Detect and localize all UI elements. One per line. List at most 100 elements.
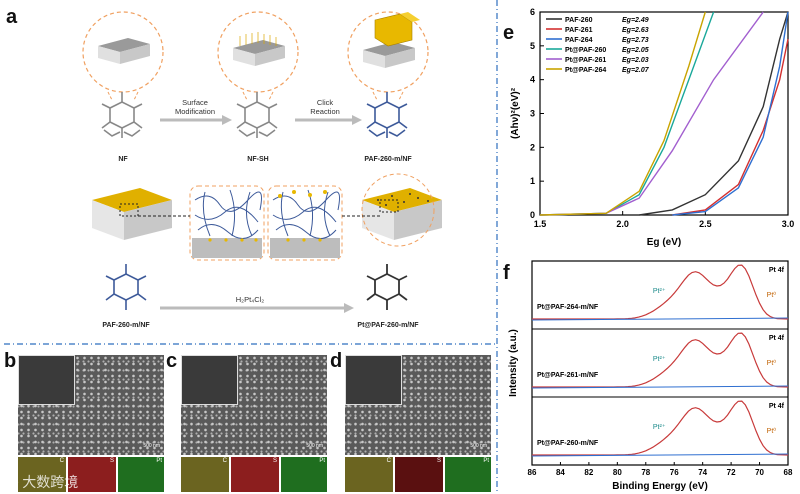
x-tick-label: 82 bbox=[584, 468, 593, 477]
x-tick-label: 72 bbox=[727, 468, 736, 477]
xps-fit-curve bbox=[532, 264, 789, 320]
xps-baseline bbox=[531, 385, 789, 389]
x-axis-label: Eg (eV) bbox=[647, 237, 681, 248]
arrow-surface-modification bbox=[160, 115, 232, 125]
panel-letter-d: d bbox=[330, 350, 343, 372]
x-tick-label: 68 bbox=[784, 468, 793, 477]
scale-bar-c: 500 nm bbox=[306, 443, 323, 449]
series-line-paf-261 bbox=[672, 38, 789, 216]
x-axis-label: Binding Energy (eV) bbox=[612, 481, 708, 492]
eds-map-d-pt: Pt bbox=[445, 457, 491, 492]
chart-xps: Pt 4f Pt@PAF-264-m/NF Pt²⁺ Pt⁰ Pt 4f Pt@PAF-2… bbox=[508, 260, 793, 492]
x-tick-label: 2.5 bbox=[699, 219, 712, 229]
arrow-click-reaction bbox=[295, 115, 362, 125]
series-line-paf-260 bbox=[639, 11, 789, 216]
y-tick-label: 4 bbox=[530, 75, 535, 85]
x-tick-label: 70 bbox=[755, 468, 764, 477]
sem-image-c: 500 nm bbox=[181, 355, 327, 455]
eds-map-c-s: S bbox=[231, 457, 279, 492]
label-nf: NF bbox=[118, 156, 128, 163]
divider-vertical bbox=[496, 0, 498, 494]
eds-map-c-c: C bbox=[181, 457, 229, 492]
label-pt-paf: Pt@PAF-260-m/NF bbox=[357, 322, 419, 329]
sem-inset-b bbox=[18, 355, 75, 405]
zoom-circle-paf bbox=[347, 11, 429, 101]
foam-paf-bottom bbox=[105, 264, 147, 310]
eds-map-b-s: S bbox=[68, 457, 116, 492]
subpanel-tag: Pt 4f bbox=[769, 267, 785, 274]
chart-tauc-plot: 1.5 2.0 2.5 3.0 0 1 2 3 4 5 6 Eg (eV) (Ahν)²(eV)² PAF… bbox=[510, 7, 795, 248]
sem-image-d: 500 nm bbox=[345, 355, 491, 455]
x-tick-label: 2.0 bbox=[616, 219, 629, 229]
xps-baseline bbox=[531, 453, 789, 457]
legend-label: Pt@PAF-264 bbox=[565, 67, 606, 74]
substrate-left bbox=[92, 188, 172, 240]
panel-letter-e: e bbox=[503, 22, 515, 44]
substrate-right bbox=[361, 173, 442, 247]
network-zoom-1 bbox=[189, 185, 265, 261]
xps-baseline bbox=[531, 317, 789, 321]
eds-map-d-s: S bbox=[395, 457, 443, 492]
y-tick-label: 6 bbox=[530, 7, 535, 17]
y-tick-label: 1 bbox=[530, 176, 535, 186]
zoom-circle-nf-sh bbox=[217, 11, 299, 101]
sem-inset-d bbox=[345, 355, 402, 405]
legend-label: PAF-260 bbox=[565, 17, 593, 24]
watermark: © 大数跨境 bbox=[8, 474, 79, 490]
x-tick-label: 84 bbox=[556, 468, 565, 477]
x-tick-label: 78 bbox=[641, 468, 650, 477]
eds-map-b-pt: Pt bbox=[118, 457, 164, 492]
foam-nf bbox=[101, 92, 143, 138]
legend-eg: Eg=2.73 bbox=[622, 37, 649, 44]
xps-fit-curve bbox=[532, 400, 789, 456]
zoom-circle-nf bbox=[82, 11, 164, 101]
x-tick-label: 74 bbox=[698, 468, 707, 477]
subpanel-tag: Pt 4f bbox=[769, 403, 785, 410]
foam-nf-sh bbox=[236, 92, 278, 138]
series-line-pt-paf-264 bbox=[539, 11, 706, 216]
legend-eg: Eg=2.05 bbox=[622, 47, 649, 54]
legend-eg: Eg=2.63 bbox=[622, 27, 649, 34]
legend-label: PAF-264 bbox=[565, 37, 593, 44]
label-pt2: Pt²⁺ bbox=[653, 424, 666, 431]
x-tick-label: 80 bbox=[613, 468, 622, 477]
series-line-paf-264 bbox=[672, 11, 789, 216]
panel-letter-a: a bbox=[6, 6, 18, 28]
legend-eg: Eg=2.07 bbox=[622, 67, 650, 74]
foam-paf bbox=[366, 92, 408, 138]
scale-bar-b: 500 nm bbox=[143, 443, 160, 449]
legend-label: Pt@PAF-260 bbox=[565, 47, 606, 54]
eds-map-b-c: C bbox=[18, 457, 66, 492]
panel-letter-c: c bbox=[166, 350, 178, 372]
x-tick-label: 1.5 bbox=[534, 219, 547, 229]
scheme-illustration bbox=[4, 11, 495, 345]
sem-inset-c bbox=[181, 355, 238, 405]
label-pt0: Pt⁰ bbox=[767, 291, 777, 299]
label-paf-bottom: PAF-260-m/NF bbox=[102, 322, 150, 329]
label-pt2: Pt²⁺ bbox=[653, 356, 666, 363]
legend-label: PAF-261 bbox=[565, 27, 593, 34]
scale-bar-d: 500 nm bbox=[470, 443, 487, 449]
panel-letter-f: f bbox=[503, 262, 510, 284]
y-tick-label: 5 bbox=[530, 41, 535, 51]
eds-map-c-pt: Pt bbox=[281, 457, 327, 492]
subpanel-sample: Pt@PAF-260-m/NF bbox=[537, 440, 599, 447]
y-tick-label: 3 bbox=[530, 109, 535, 119]
eds-map-d-c: C bbox=[345, 457, 393, 492]
label-nf-sh: NF-SH bbox=[247, 156, 269, 163]
arrow-h2ptcl bbox=[160, 303, 354, 313]
y-tick-label: 0 bbox=[530, 210, 535, 220]
legend-label: Pt@PAF-261 bbox=[565, 57, 606, 64]
panel-letter-b: b bbox=[4, 350, 17, 372]
label-click-reaction: Click Reaction bbox=[310, 98, 340, 116]
foam-pt-paf bbox=[366, 264, 408, 310]
subpanel-tag: Pt 4f bbox=[769, 335, 785, 342]
network-zoom-2 bbox=[267, 185, 343, 261]
legend-eg: Eg=2.03 bbox=[622, 57, 649, 64]
y-tick-label: 2 bbox=[530, 142, 535, 152]
xps-fit-curve bbox=[532, 332, 789, 388]
y-axis-label: Intensity (a.u.) bbox=[508, 329, 519, 397]
legend-eg: Eg=2.49 bbox=[622, 17, 649, 24]
label-h2ptcl: H₂Pt₄Cl₂ bbox=[235, 295, 265, 304]
x-tick-label: 3.0 bbox=[782, 219, 795, 229]
